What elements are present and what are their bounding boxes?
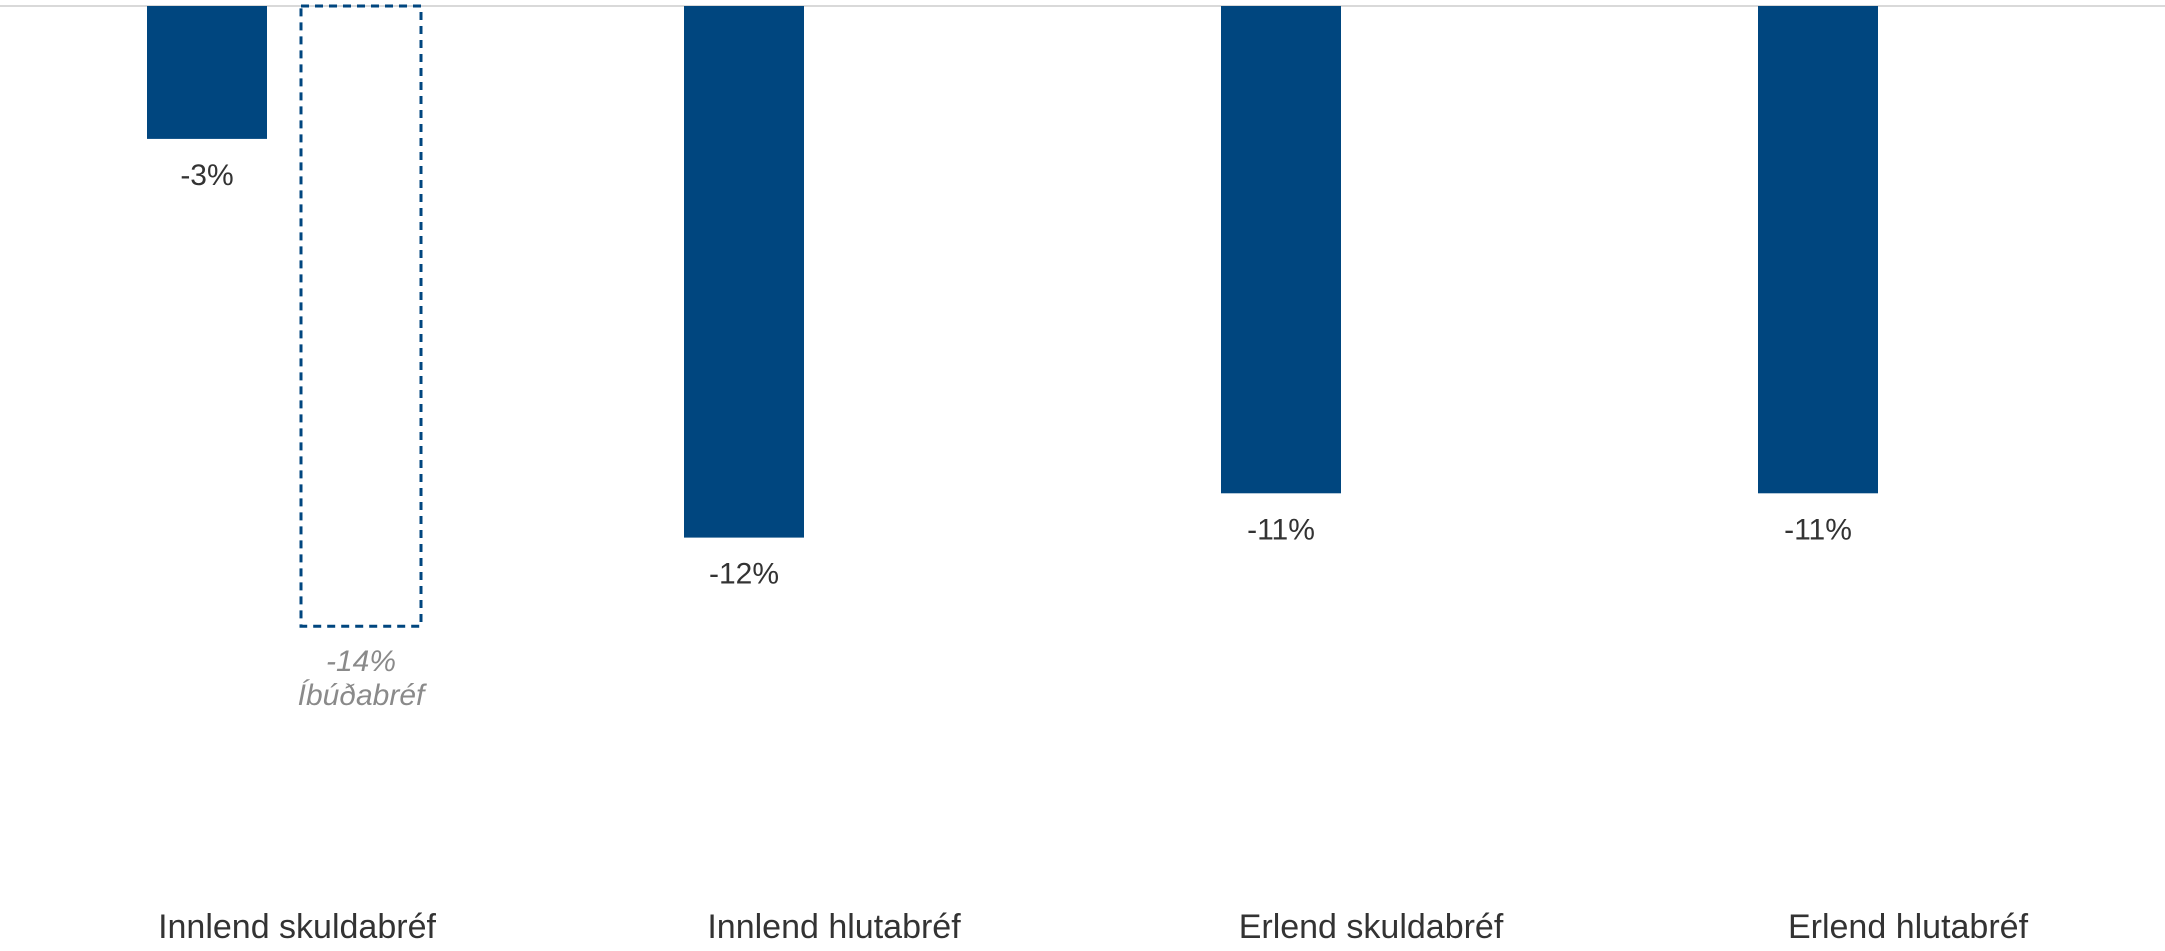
- reference-name-label: Íbúðabréf: [298, 679, 427, 712]
- bar-innlend-skuldabref: [147, 6, 267, 139]
- bar-erlend-hlutabref: [1758, 6, 1878, 494]
- labels-layer: -3% Innlend skuldabréf -12% Innlend hlutabr…: [158, 159, 2029, 946]
- data-label-innlend-hlutabref: -12%: [709, 558, 779, 591]
- category-label-erlend-skuldabref: Erlend skuldabréf: [1239, 908, 1504, 946]
- reference-value-label: -14%: [326, 645, 396, 678]
- bar-innlend-hlutabref: [684, 6, 804, 538]
- category-label-erlend-hlutabref: Erlend hlutabréf: [1788, 908, 2029, 946]
- bars-layer: [147, 4, 1878, 628]
- data-label-innlend-skuldabref: -3%: [180, 159, 233, 192]
- bar-erlend-skuldabref: [1221, 6, 1341, 494]
- data-label-erlend-skuldabref: -11%: [1247, 513, 1315, 546]
- category-label-innlend-hlutabref: Innlend hlutabréf: [707, 908, 961, 946]
- reference-bar-ibudabref: [299, 4, 423, 628]
- category-label-innlend-skuldabref: Innlend skuldabréf: [158, 908, 436, 946]
- data-label-erlend-hlutabref: -11%: [1784, 513, 1852, 546]
